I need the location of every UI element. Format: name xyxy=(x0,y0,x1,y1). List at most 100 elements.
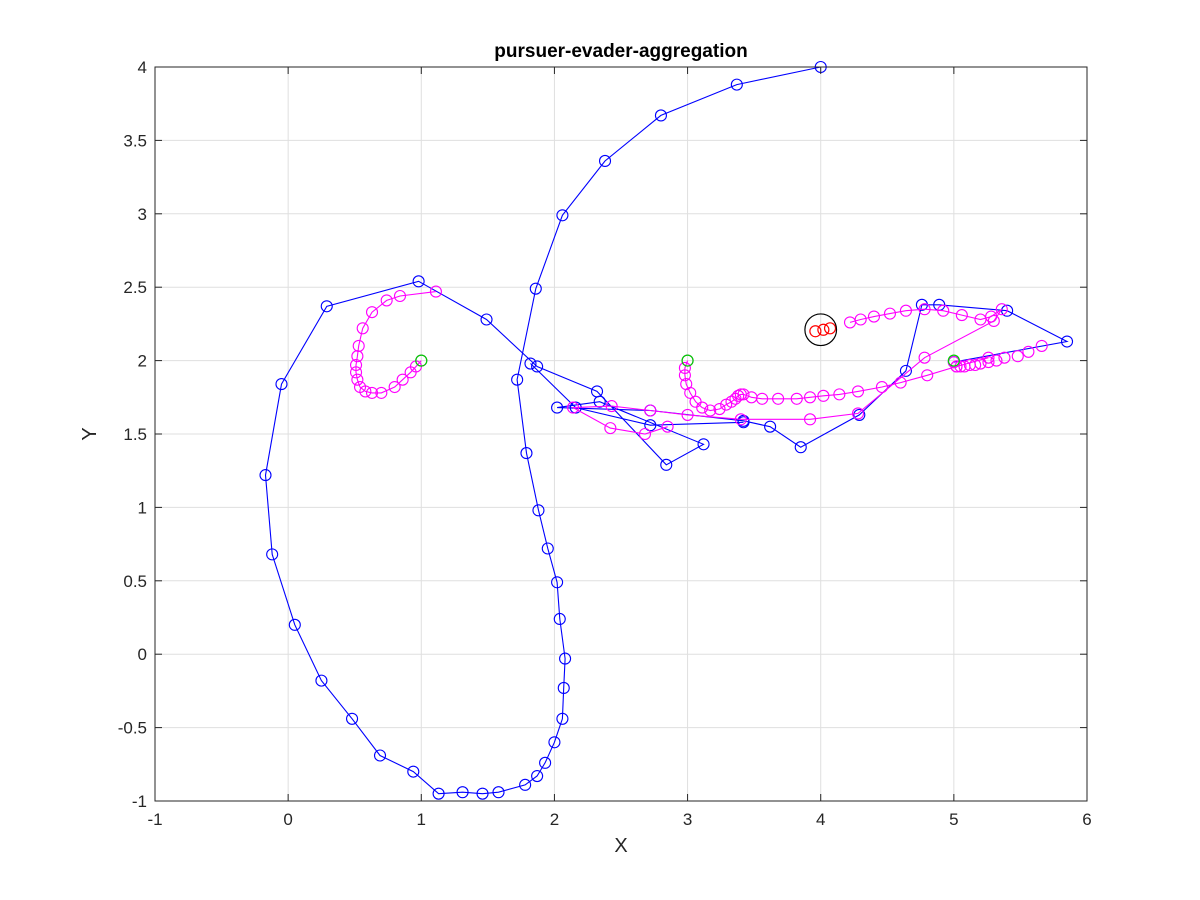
evader-4-marker-22 xyxy=(661,420,674,433)
evader-2-marker-21 xyxy=(833,388,846,401)
evader-3-group xyxy=(947,339,1048,373)
pursuer-1-marker-3 xyxy=(598,154,612,168)
x-tick-label-1: 0 xyxy=(283,810,292,829)
pursuer-1-marker-42 xyxy=(764,420,777,433)
evader-2-marker-19 xyxy=(804,391,817,404)
pursuer-1-marker-23 xyxy=(407,765,420,778)
pursuer-1-marker-48 xyxy=(1001,304,1014,317)
evader-4-marker-13 xyxy=(851,407,865,420)
evader-4-marker-21 xyxy=(638,427,652,441)
evader-3-marker-5 xyxy=(969,358,982,372)
pursuer-1-marker-31 xyxy=(320,300,333,313)
pursuer-1-marker-7 xyxy=(520,447,533,460)
pursuer-1-marker-12 xyxy=(559,652,572,665)
pursuer-1-marker-5 xyxy=(529,282,542,295)
x-tick-label-5: 4 xyxy=(816,810,825,829)
evader-2-marker-14 xyxy=(737,388,750,401)
evader-2-marker-27 xyxy=(982,351,995,364)
pursuer-1-marker-20 xyxy=(476,787,489,800)
y-tick-label-5: 1.5 xyxy=(123,425,147,444)
evader-2-marker-20 xyxy=(817,389,830,402)
x-axis-label: X xyxy=(614,835,627,857)
pursuer-1-marker-21 xyxy=(456,786,469,799)
evader-2-marker-1 xyxy=(678,361,691,374)
pursuer-1-marker-29 xyxy=(259,469,272,482)
evader-1-marker-4 xyxy=(388,380,401,394)
pursuer-1-marker-9 xyxy=(541,542,554,555)
pursuer-1-marker-25 xyxy=(346,712,359,725)
evader-3-marker-7 xyxy=(982,356,995,369)
pursuer-1-marker-32 xyxy=(412,275,425,288)
evader-1-marker-9 xyxy=(351,373,364,386)
pursuer-1-marker-37 xyxy=(697,438,710,451)
pursuer-1-marker-4 xyxy=(556,209,569,222)
start-marker-0 xyxy=(415,354,428,367)
y-tick-label-7: 2.5 xyxy=(123,278,147,297)
start-marker-1 xyxy=(681,354,694,367)
evader-4-marker-17 xyxy=(644,404,657,417)
y-axis-label: Y xyxy=(79,427,101,440)
pursuer-1-marker-16 xyxy=(539,756,552,769)
pursuer-1-marker-24 xyxy=(373,749,387,762)
evader-4-marker-2 xyxy=(867,310,881,323)
evader-3-marker-10 xyxy=(1011,350,1024,363)
evader-2-group xyxy=(678,351,995,417)
pursuer-2-marker-3 xyxy=(737,416,750,429)
evader-1-marker-18 xyxy=(429,285,442,298)
evader-2-marker-6 xyxy=(696,401,709,414)
pursuer-1-marker-6 xyxy=(511,373,524,386)
evader-1-marker-14 xyxy=(356,322,369,335)
evader-1-marker-3 xyxy=(396,373,409,386)
evader-4-marker-6 xyxy=(937,304,950,317)
evader-1-marker-10 xyxy=(349,366,363,379)
pursuer-1-marker-22 xyxy=(432,787,445,800)
x-tick-label-2: 1 xyxy=(417,810,426,829)
evader-4-marker-19 xyxy=(567,401,580,414)
evader-2-marker-16 xyxy=(756,392,769,405)
pursuer-1-marker-2 xyxy=(654,109,667,122)
pursuer-1-marker-26 xyxy=(315,674,328,687)
evader-1-group xyxy=(349,285,442,399)
y-tick-label-9: 3.5 xyxy=(123,131,147,150)
evader-4-marker-18 xyxy=(605,400,618,413)
series-layer xyxy=(259,60,1074,800)
pursuer-1-marker-33 xyxy=(480,313,493,326)
start-marker-2 xyxy=(947,354,960,367)
chart-title: pursuer-evader-aggregation xyxy=(494,41,747,62)
evader-1-line xyxy=(355,291,436,394)
pursuer-1-marker-43 xyxy=(794,441,807,454)
evader-1-marker-16 xyxy=(380,294,393,307)
evader-1-marker-12 xyxy=(351,350,364,363)
pursuer-1-marker-8 xyxy=(532,504,545,517)
y-tick-label-2: 0 xyxy=(138,645,147,664)
pursuer-1-marker-49 xyxy=(1060,335,1074,348)
pursuer-1-marker-39 xyxy=(551,401,564,414)
evader-4-marker-5 xyxy=(918,303,931,316)
evader-1-marker-8 xyxy=(353,380,367,394)
evader-1-marker-13 xyxy=(352,339,365,352)
grid-lines xyxy=(154,66,1088,802)
evader-1-marker-11 xyxy=(349,358,363,372)
evader-4-marker-11 xyxy=(987,314,1000,328)
evader-2-marker-18 xyxy=(790,392,803,405)
evader-2-marker-7 xyxy=(704,404,717,417)
y-tick-label-6: 2 xyxy=(138,352,147,371)
evader-1-marker-5 xyxy=(375,386,388,399)
evader-2-marker-8 xyxy=(713,402,726,416)
x-tick-label-3: 2 xyxy=(550,810,559,829)
evader-4-marker-1 xyxy=(854,313,867,326)
x-tick-label-7: 6 xyxy=(1082,810,1091,829)
pursuer-1-marker-38 xyxy=(593,395,606,408)
pursuer-1-marker-36 xyxy=(660,458,673,471)
pursuer-2-marker-0 xyxy=(524,357,537,370)
evader-3-marker-1 xyxy=(950,360,963,373)
y-tick-label-8: 3 xyxy=(138,205,147,224)
evader-3-marker-12 xyxy=(1035,339,1048,352)
evader-2-marker-12 xyxy=(732,389,745,402)
pursuer-1-marker-28 xyxy=(266,548,279,561)
evader-2-marker-23 xyxy=(875,380,889,394)
evader-3-marker-6 xyxy=(974,357,987,370)
